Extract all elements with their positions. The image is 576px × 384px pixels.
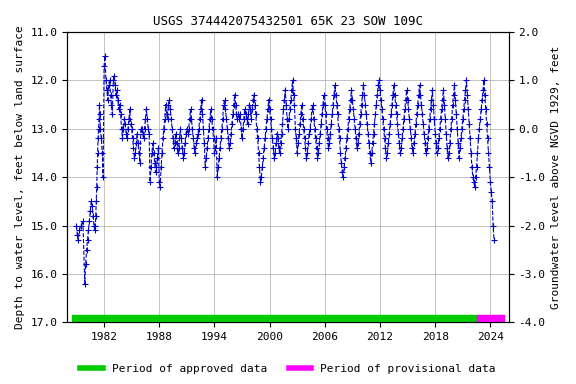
Title: USGS 374442075432501 65K 23 SOW 109C: USGS 374442075432501 65K 23 SOW 109C	[153, 15, 423, 28]
Y-axis label: Depth to water level, feet below land surface: Depth to water level, feet below land su…	[15, 25, 25, 329]
Y-axis label: Groundwater level above NGVD 1929, feet: Groundwater level above NGVD 1929, feet	[551, 46, 561, 309]
Legend: Period of approved data, Period of provisional data: Period of approved data, Period of provi…	[76, 359, 500, 379]
